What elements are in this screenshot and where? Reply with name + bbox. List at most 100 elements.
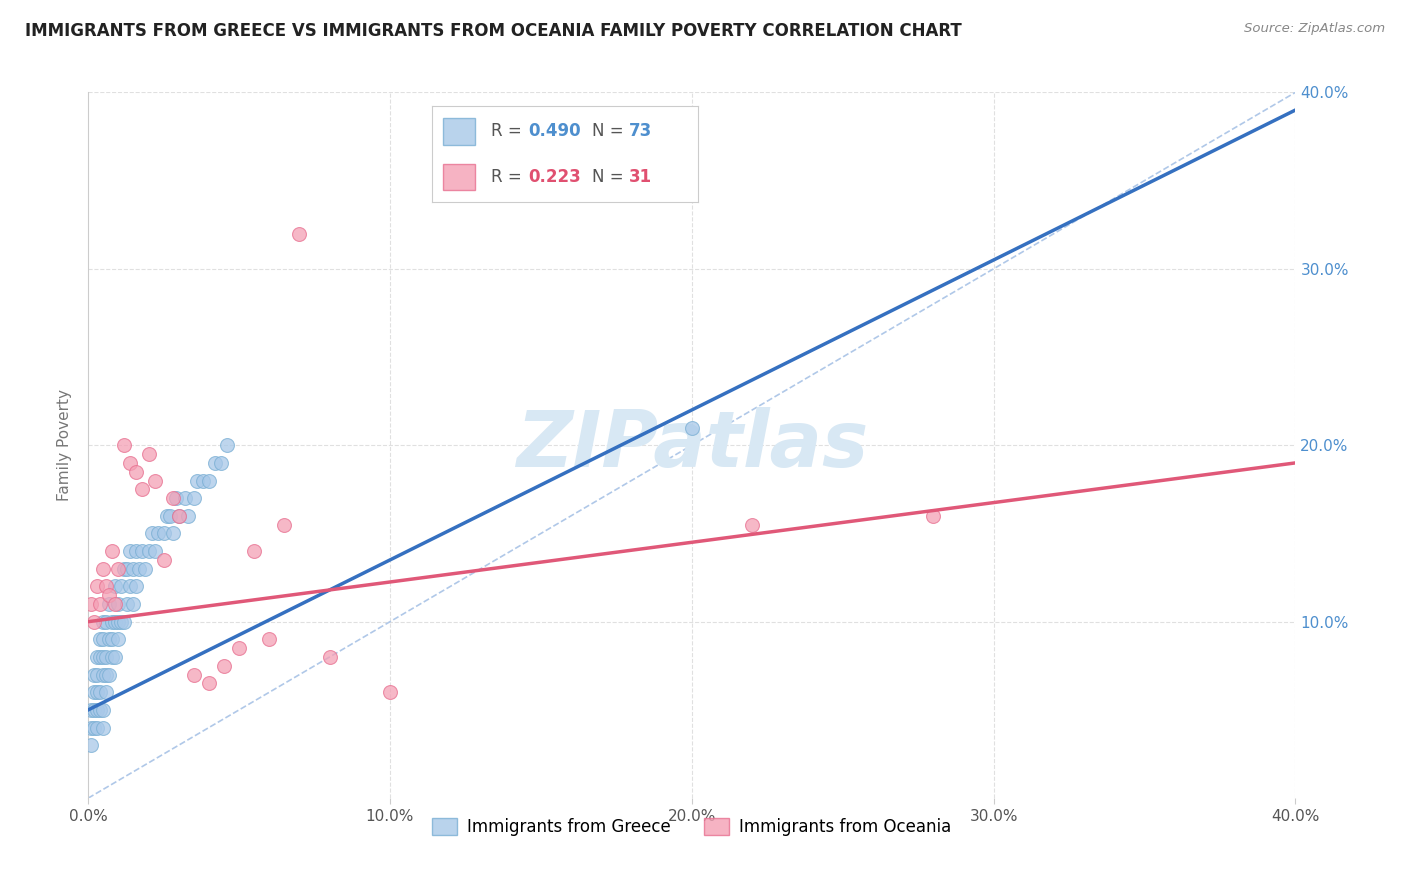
Point — [86, 667, 108, 681]
Point — [125, 579, 148, 593]
Point — [107, 597, 129, 611]
Point — [288, 227, 311, 241]
Point — [204, 456, 226, 470]
Point — [162, 526, 184, 541]
Point — [91, 667, 114, 681]
Point — [128, 562, 150, 576]
Point — [101, 544, 124, 558]
Point — [741, 517, 763, 532]
Point — [83, 615, 105, 629]
Point — [117, 597, 139, 611]
Point — [91, 562, 114, 576]
Point — [110, 579, 132, 593]
Y-axis label: Family Poverty: Family Poverty — [58, 389, 72, 501]
Point — [104, 579, 127, 593]
Point — [378, 685, 401, 699]
Point — [198, 474, 221, 488]
Point — [191, 474, 214, 488]
Point — [104, 615, 127, 629]
Point — [122, 562, 145, 576]
Point — [146, 526, 169, 541]
Point — [122, 597, 145, 611]
Point — [125, 544, 148, 558]
Point — [91, 721, 114, 735]
Point — [131, 483, 153, 497]
Point — [83, 685, 105, 699]
Point — [96, 615, 118, 629]
Point — [104, 597, 127, 611]
Point — [107, 562, 129, 576]
Point — [80, 738, 103, 752]
Point — [143, 474, 166, 488]
Point — [89, 685, 111, 699]
Point — [165, 491, 187, 506]
Point — [89, 632, 111, 647]
Point — [143, 544, 166, 558]
Point — [96, 685, 118, 699]
Point — [138, 544, 160, 558]
Point — [83, 721, 105, 735]
Point — [83, 703, 105, 717]
Point — [186, 474, 208, 488]
Point — [98, 588, 121, 602]
Point — [117, 562, 139, 576]
Point — [101, 632, 124, 647]
Point — [212, 658, 235, 673]
Point — [215, 438, 238, 452]
Point — [107, 615, 129, 629]
Point — [183, 491, 205, 506]
Text: Source: ZipAtlas.com: Source: ZipAtlas.com — [1244, 22, 1385, 36]
Point — [922, 508, 945, 523]
Point — [96, 579, 118, 593]
Point — [159, 508, 181, 523]
Point — [125, 465, 148, 479]
Point — [86, 703, 108, 717]
Point — [98, 632, 121, 647]
Point — [120, 456, 142, 470]
Point — [167, 508, 190, 523]
Point — [228, 641, 250, 656]
Point — [83, 667, 105, 681]
Point — [156, 508, 179, 523]
Text: IMMIGRANTS FROM GREECE VS IMMIGRANTS FROM OCEANIA FAMILY POVERTY CORRELATION CHA: IMMIGRANTS FROM GREECE VS IMMIGRANTS FRO… — [25, 22, 962, 40]
Point — [89, 597, 111, 611]
Point — [89, 650, 111, 665]
Point — [257, 632, 280, 647]
Point — [101, 615, 124, 629]
Point — [209, 456, 232, 470]
Point — [91, 703, 114, 717]
Point — [86, 650, 108, 665]
Point — [80, 703, 103, 717]
Point — [96, 667, 118, 681]
Point — [96, 650, 118, 665]
Point — [91, 615, 114, 629]
Point — [177, 508, 200, 523]
Point — [243, 544, 266, 558]
Point — [318, 650, 340, 665]
Point — [183, 667, 205, 681]
Point — [681, 420, 703, 434]
Point — [101, 650, 124, 665]
Point — [112, 562, 135, 576]
Point — [86, 685, 108, 699]
Point — [273, 517, 295, 532]
Point — [80, 597, 103, 611]
Point — [104, 650, 127, 665]
Point — [107, 632, 129, 647]
Point — [110, 615, 132, 629]
Legend: Immigrants from Greece, Immigrants from Oceania: Immigrants from Greece, Immigrants from … — [426, 811, 957, 843]
Point — [80, 721, 103, 735]
Point — [198, 676, 221, 690]
Point — [91, 650, 114, 665]
Point — [131, 544, 153, 558]
Point — [112, 438, 135, 452]
Point — [86, 721, 108, 735]
Point — [89, 703, 111, 717]
Point — [167, 508, 190, 523]
Point — [141, 526, 163, 541]
Point — [120, 544, 142, 558]
Point — [120, 579, 142, 593]
Point — [152, 553, 174, 567]
Point — [112, 615, 135, 629]
Point — [91, 632, 114, 647]
